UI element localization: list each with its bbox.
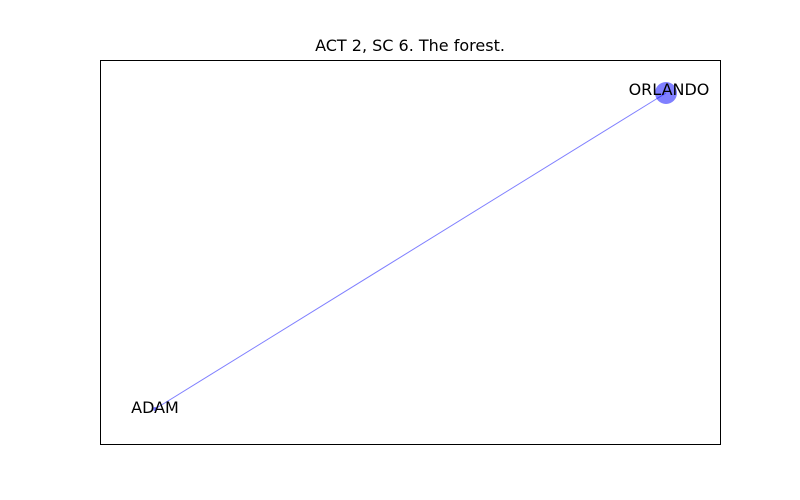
edge-adam-orlando (154, 92, 667, 410)
nodes-layer (153, 82, 677, 411)
plot-title: ACT 2, SC 6. The forest. (315, 36, 505, 55)
labels-layer: ORLANDO ADAM (131, 80, 709, 417)
edges-layer (154, 92, 667, 410)
node-label-orlando: ORLANDO (629, 80, 710, 99)
plot-frame (100, 60, 721, 445)
node-orlando (655, 82, 677, 104)
node-label-adam: ADAM (131, 398, 179, 417)
node-adam (153, 407, 157, 411)
